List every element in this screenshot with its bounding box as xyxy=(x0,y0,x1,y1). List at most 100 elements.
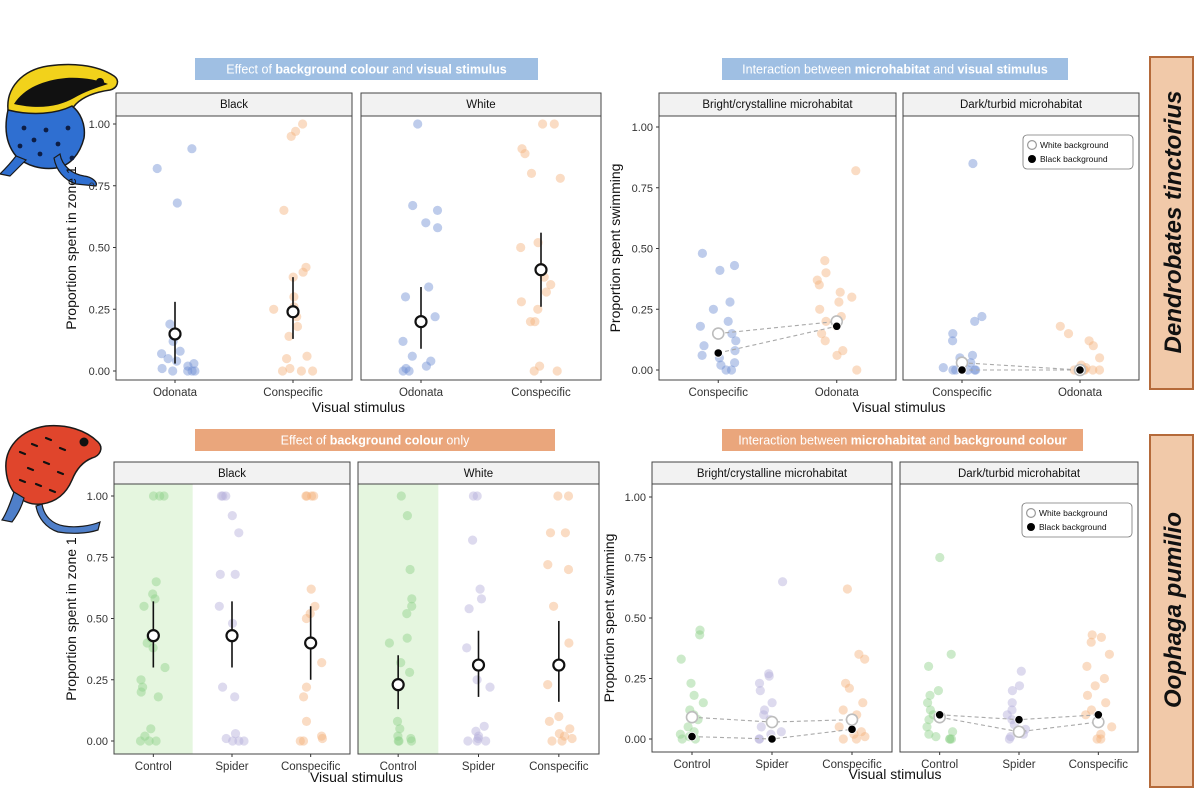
data-point xyxy=(565,724,575,734)
data-point xyxy=(1063,329,1074,339)
data-point xyxy=(472,491,482,501)
data-point xyxy=(922,722,932,732)
data-point xyxy=(1007,698,1017,708)
y-axis-label: Proportion spent swimming xyxy=(607,164,623,333)
data-point xyxy=(301,716,312,727)
data-point xyxy=(405,667,415,678)
legend-white-marker xyxy=(1025,508,1036,519)
data-point xyxy=(525,317,536,327)
facet-strip-label: Dark/turbid microhabitat xyxy=(960,99,1083,111)
data-point xyxy=(474,731,484,741)
facet-panel: White Control Spider Conspecific xyxy=(357,461,600,773)
data-point xyxy=(1002,710,1012,720)
data-point xyxy=(715,265,725,275)
data-point xyxy=(384,638,394,648)
x-tick-label: Spider xyxy=(215,761,248,773)
data-point xyxy=(764,669,774,679)
data-point xyxy=(172,356,182,366)
data-point xyxy=(163,354,173,364)
data-point xyxy=(317,731,327,741)
data-point xyxy=(924,661,934,672)
data-point xyxy=(175,346,185,356)
facet-panel: Dark/turbid microhabitat Conspecific Odona… xyxy=(902,92,1140,399)
data-point xyxy=(815,304,825,314)
x-tick-label: Spider xyxy=(1002,759,1035,771)
facet-strip-label: Bright/crystalline microhabitat xyxy=(702,99,853,111)
data-point xyxy=(526,168,537,178)
data-point xyxy=(554,711,564,722)
data-point xyxy=(408,200,418,211)
y-tick-label: 0.25 xyxy=(625,674,646,686)
data-point xyxy=(1084,336,1094,346)
data-point xyxy=(396,491,406,501)
data-point xyxy=(948,329,958,339)
data-point xyxy=(847,292,857,302)
data-point xyxy=(172,198,182,208)
data-point xyxy=(476,594,487,604)
black-background-mean xyxy=(935,710,945,720)
black-background-mean xyxy=(847,724,857,734)
chart-title-part: background colour xyxy=(330,434,443,448)
data-point xyxy=(851,166,861,176)
mean-marker xyxy=(146,629,160,643)
mean-marker xyxy=(534,263,548,277)
data-point xyxy=(838,346,848,356)
y-tick-label: 0.00 xyxy=(632,365,653,377)
banner-background xyxy=(195,429,555,451)
data-point xyxy=(301,613,311,624)
data-point xyxy=(935,552,945,563)
data-point xyxy=(852,365,862,375)
data-point xyxy=(398,336,408,346)
x-axis-label: Visual stimulus xyxy=(310,769,403,785)
data-point xyxy=(481,736,491,746)
data-point xyxy=(948,365,958,375)
data-point xyxy=(1107,722,1117,732)
chart-D: Interaction between microhabitat and bac… xyxy=(601,429,1139,782)
plot-background xyxy=(659,116,896,380)
white-background-mean xyxy=(845,713,859,726)
chart-title-banner: Interaction between microhabitat and vis… xyxy=(722,58,1068,80)
data-point xyxy=(393,731,403,741)
species-label-bottom-text: Oophaga pumilio xyxy=(1160,512,1187,708)
data-point xyxy=(472,736,482,746)
x-tick-label: Spider xyxy=(462,761,495,773)
data-point xyxy=(187,366,197,376)
data-point xyxy=(152,163,162,174)
data-point xyxy=(215,569,225,580)
y-tick-label: 1.00 xyxy=(625,492,646,504)
data-point xyxy=(1081,710,1091,720)
data-point xyxy=(549,601,559,611)
data-point xyxy=(676,654,686,664)
data-point xyxy=(1007,686,1018,696)
black-background-mean xyxy=(1093,710,1103,720)
data-point xyxy=(977,311,987,322)
black-background-mean xyxy=(1014,715,1024,725)
black-background-trend-line xyxy=(718,325,837,354)
data-point xyxy=(291,126,301,136)
data-point xyxy=(948,336,958,346)
data-point xyxy=(695,630,705,640)
data-point xyxy=(302,491,312,501)
facet-strip-label: Bright/crystalline microhabitat xyxy=(697,468,848,480)
data-point xyxy=(968,158,978,169)
data-point xyxy=(153,692,163,702)
data-point xyxy=(1086,637,1096,647)
white-background-trend-line xyxy=(718,320,837,335)
data-point xyxy=(821,316,831,326)
data-point xyxy=(778,577,788,587)
data-point xyxy=(302,351,312,361)
x-tick-label: Control xyxy=(135,761,172,773)
red-strawberry-poison-frog-icon xyxy=(1,424,102,534)
data-point xyxy=(689,690,699,701)
chart-title-part: visual stimulus xyxy=(416,63,506,77)
legend-box xyxy=(1022,134,1134,170)
data-point xyxy=(832,350,842,360)
species-label-bottom: Oophaga pumilio xyxy=(1149,434,1194,788)
data-point xyxy=(814,280,824,290)
data-point xyxy=(221,491,231,501)
chart-title-part: Interaction between xyxy=(738,434,851,448)
banner-background xyxy=(722,429,1083,451)
data-point xyxy=(1095,353,1105,363)
chart-B: Interaction between microhabitat and vis… xyxy=(607,58,1140,415)
black-background-mean xyxy=(767,734,777,744)
